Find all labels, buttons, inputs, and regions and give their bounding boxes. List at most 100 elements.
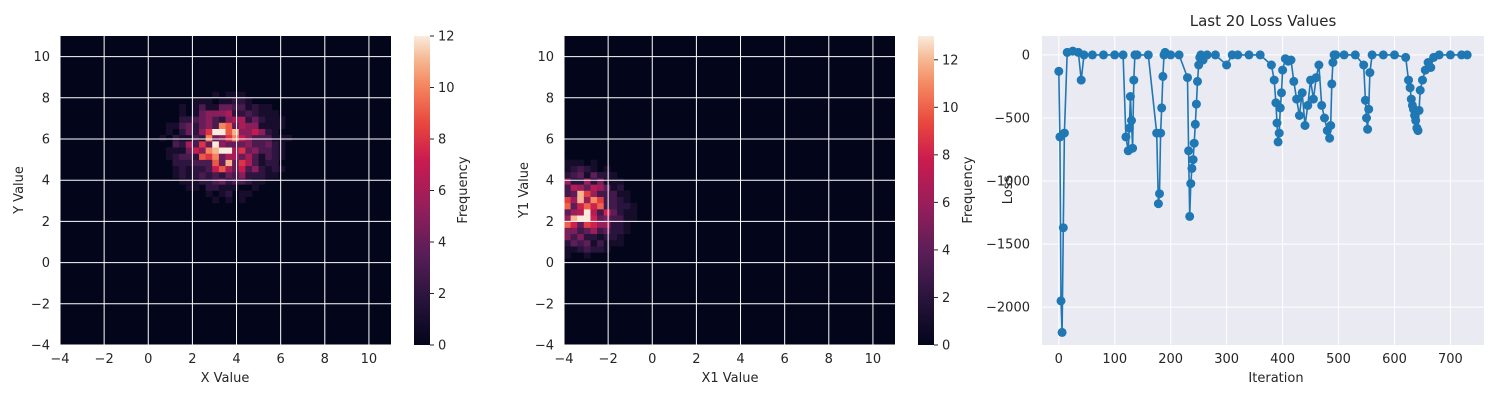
heatmap-cell — [590, 215, 598, 222]
loss-point — [1189, 138, 1199, 148]
heatmap-cell — [583, 215, 591, 222]
heatmap-cell — [218, 116, 226, 123]
heatmap-cell — [616, 221, 624, 228]
heatmap-cell — [179, 141, 187, 148]
heatmap-cell — [564, 184, 571, 191]
heatmap-cell — [251, 153, 259, 160]
heatmap-cell — [583, 239, 591, 247]
loss-point — [1222, 60, 1232, 70]
loss-point — [1272, 118, 1282, 128]
heatmap-cell — [238, 153, 246, 160]
colorbar-tick-label: 10 — [942, 101, 959, 116]
heatmap-cell — [583, 209, 591, 216]
loss-point — [1156, 128, 1166, 138]
heatmap-cell — [597, 233, 605, 241]
y-tick-label: 6 — [42, 133, 50, 148]
heatmap-cell — [570, 209, 578, 216]
loss-point — [1058, 223, 1068, 233]
heatmap-cell — [590, 184, 598, 191]
heatmap-cell — [185, 171, 193, 179]
loss-point — [1185, 211, 1195, 221]
y-tick-label: 0 — [1022, 48, 1030, 63]
heatmap-cell — [265, 103, 273, 111]
loss-point — [1289, 76, 1299, 86]
heatmap-cell — [577, 159, 585, 167]
heatmap-cell — [278, 147, 286, 154]
loss-point — [1158, 71, 1168, 81]
x-tick-label: −2 — [599, 352, 618, 367]
colorbar-tick-label: 8 — [942, 148, 950, 163]
heatmap-cell — [577, 190, 585, 197]
heatmap-cell — [192, 147, 200, 154]
x-tick-label: 0 — [648, 352, 656, 367]
loss-point — [1390, 50, 1399, 60]
heatmap-cell — [251, 159, 259, 167]
heatmap-cell — [583, 202, 591, 210]
heatmap-cell — [245, 134, 253, 142]
heatmap-cell — [179, 103, 187, 111]
heatmap-cell — [623, 190, 631, 197]
heatmap-cell — [245, 141, 253, 148]
loss-point — [1110, 50, 1120, 60]
heatmap-cell — [610, 171, 618, 179]
heatmap-cell — [590, 233, 598, 241]
loss-point — [1364, 104, 1374, 114]
loss-point — [1118, 50, 1128, 60]
heatmap-cell — [564, 215, 571, 222]
heatmap-cell — [564, 202, 571, 210]
heatmap-cell — [165, 147, 173, 154]
x-tick-label: 0 — [1055, 352, 1063, 367]
heatmap-cell — [232, 122, 240, 129]
heatmap-cell — [172, 153, 180, 160]
heatmap-grid — [59, 36, 391, 346]
heatmap-cell — [564, 196, 571, 204]
heatmap-cell — [225, 196, 233, 204]
heatmap-cell — [165, 153, 173, 160]
heatmap-cell — [212, 122, 220, 129]
heatmap-cell — [616, 233, 624, 241]
heatmap-cell — [238, 196, 246, 204]
heatmap-cell — [271, 110, 279, 117]
heatmap-cell — [251, 178, 259, 185]
heatmap-cell — [192, 122, 200, 129]
heatmap-cell — [238, 134, 246, 142]
heatmap-cell — [278, 153, 286, 160]
heatmap-cell — [258, 165, 266, 173]
heatmap-cell — [577, 227, 585, 235]
heatmap-cell — [583, 221, 591, 228]
x-tick-label: −4 — [50, 352, 69, 367]
heatmap-cell — [172, 159, 180, 167]
loss-point — [1143, 50, 1153, 60]
heatmap-cell — [205, 178, 213, 185]
heatmap-cell — [610, 239, 618, 247]
heatmap-cell — [564, 233, 571, 241]
heatmap-cell — [251, 128, 259, 136]
x-axis-label: X1 Value — [701, 371, 758, 386]
x-tick-label: 10 — [865, 352, 882, 367]
heatmap-cell — [265, 171, 273, 179]
heatmap-cell — [205, 97, 213, 105]
heatmap-cell — [603, 246, 611, 253]
heatmap-cell — [577, 178, 585, 185]
heatmap-cell — [245, 159, 253, 167]
heatmap-cell — [172, 122, 180, 129]
heatmap-cell — [623, 215, 631, 222]
heatmap-cell — [218, 159, 226, 167]
heatmap-cell — [212, 141, 220, 148]
heatmap-cell — [185, 184, 193, 191]
heatmap-cell — [271, 171, 279, 179]
loss-point — [1415, 85, 1425, 95]
loss-point — [1166, 50, 1176, 60]
heatmap-cell — [251, 141, 259, 148]
loss-point — [1057, 327, 1067, 337]
y-axis-label: Loss — [1001, 176, 1016, 205]
heatmap-cell — [192, 165, 200, 173]
loss-point — [1300, 121, 1310, 130]
heatmap-cell — [610, 215, 618, 222]
heatmap-cell — [245, 190, 253, 197]
y-tick-label: 4 — [42, 174, 50, 189]
heatmap-cell — [205, 147, 213, 154]
heatmap-cell — [212, 159, 220, 167]
loss-point — [1401, 52, 1411, 62]
